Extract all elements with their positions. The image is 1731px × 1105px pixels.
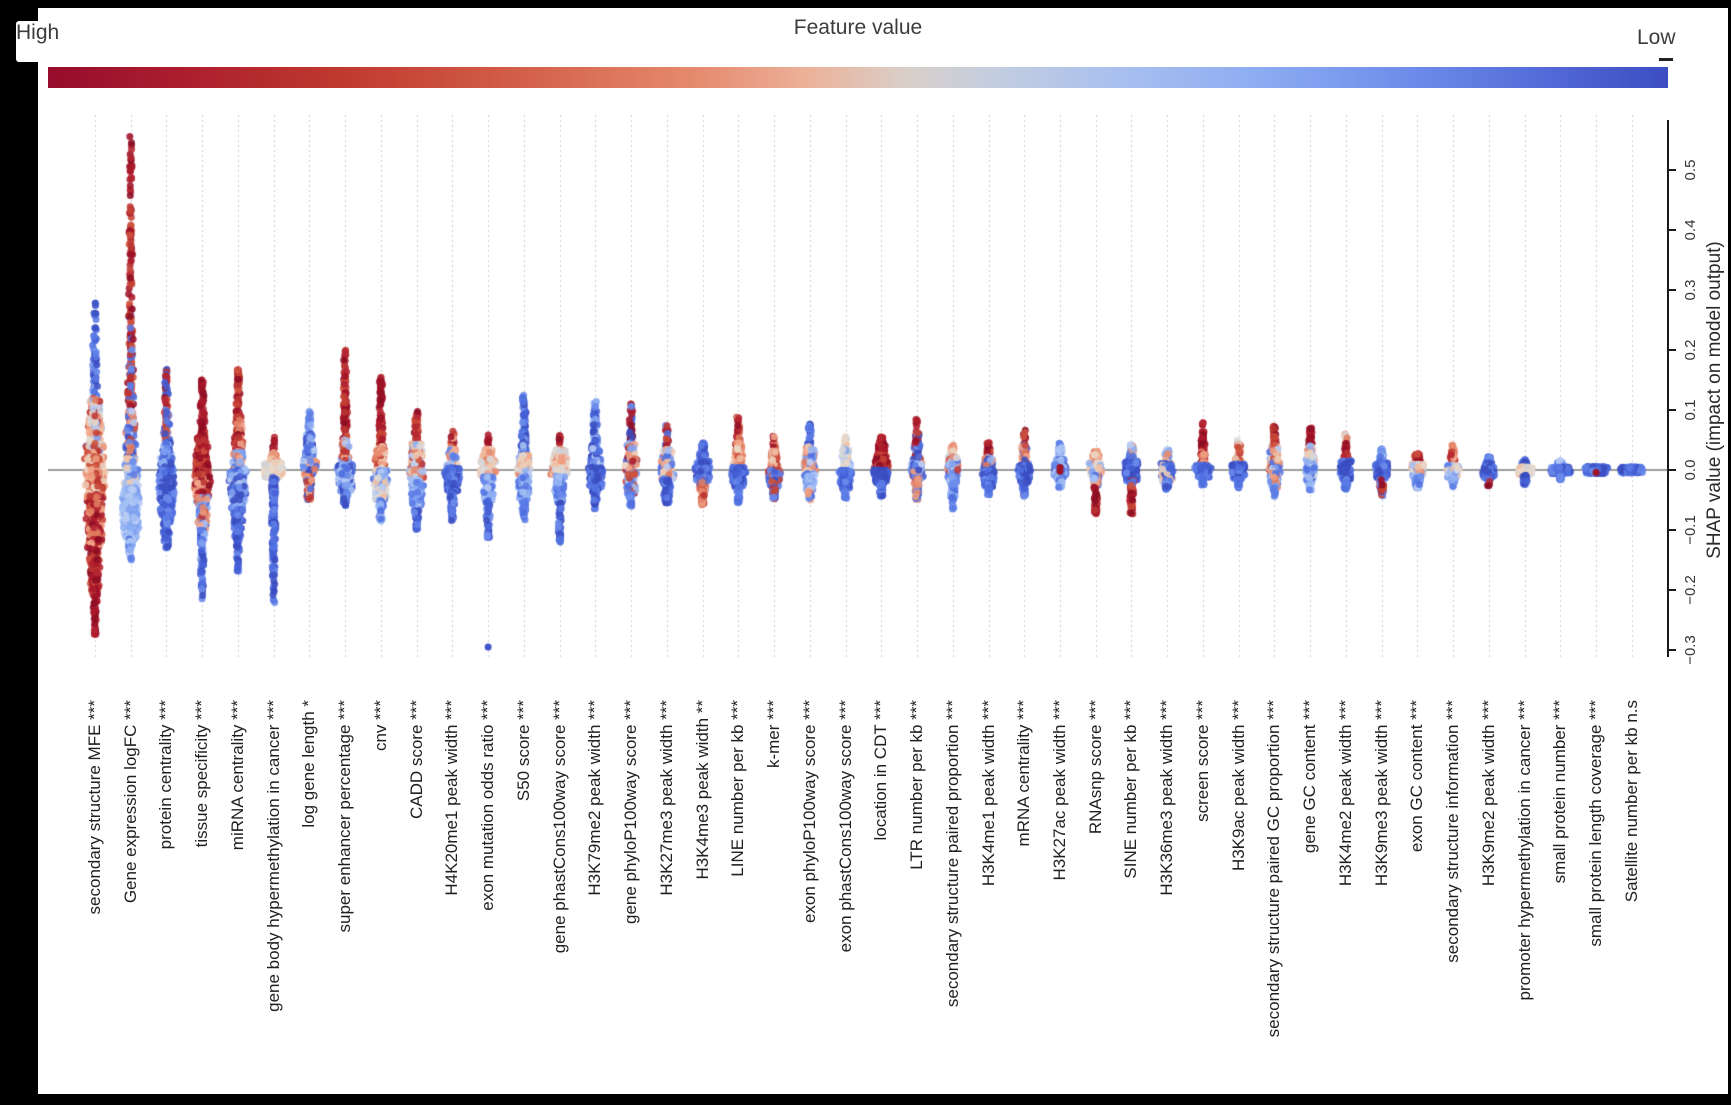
y-axis-tick xyxy=(1668,589,1676,591)
feature-label: protein centrality *** xyxy=(156,700,176,850)
feature-label: exon mutation odds ratio *** xyxy=(478,700,498,911)
feature-label: miRNA centrality *** xyxy=(227,700,247,851)
high-label-box: High xyxy=(16,21,118,62)
y-axis-line xyxy=(1667,120,1669,657)
y-axis-tick-label: 0.1 xyxy=(1682,399,1699,421)
y-axis-title: SHAP value (impact on model output) xyxy=(1704,241,1725,559)
feature-value-colorbar xyxy=(48,67,1668,88)
colorbar-tick xyxy=(1659,58,1673,61)
y-axis-tick xyxy=(1668,169,1676,171)
feature-label: small protein number *** xyxy=(1550,700,1570,884)
feature-label: location in CDT *** xyxy=(871,700,891,841)
feature-label: exon phyloP100way score *** xyxy=(799,700,819,924)
feature-label: cnv *** xyxy=(370,700,390,752)
feature-label: log gene length * xyxy=(299,700,319,828)
feature-label: H3K79me2 peak width *** xyxy=(585,700,605,896)
y-axis-tick-label: 0.4 xyxy=(1682,219,1699,241)
y-axis-tick xyxy=(1668,469,1676,471)
feature-label: Gene expression logFC *** xyxy=(120,700,140,904)
feature-label: H3K9ac peak width *** xyxy=(1228,700,1248,872)
y-axis-tick-label: −0.3 xyxy=(1682,635,1699,665)
y-axis-tick-label: −0.1 xyxy=(1682,515,1699,545)
y-axis-tick-label: −0.2 xyxy=(1682,575,1699,605)
feature-label: small protein length coverage *** xyxy=(1586,700,1606,947)
feature-label: exon GC content *** xyxy=(1407,700,1427,853)
feature-label: S50 score *** xyxy=(513,700,533,802)
colorbar-low-label: Low xyxy=(1637,26,1676,49)
feature-label: gene phyloP100way score *** xyxy=(621,700,641,924)
y-axis-tick-label: 0.2 xyxy=(1682,339,1699,361)
feature-label: RNAsnp score *** xyxy=(1085,700,1105,835)
feature-label: H3K27me3 peak width *** xyxy=(656,700,676,896)
feature-label: secondary structure information *** xyxy=(1443,700,1463,963)
frame-right xyxy=(1728,0,1731,1105)
feature-label: super enhancer percentage *** xyxy=(335,700,355,933)
frame-bottom xyxy=(0,1094,1731,1105)
feature-label: tissue specificity *** xyxy=(192,700,212,848)
feature-label: gene phastCons100way score *** xyxy=(549,700,569,954)
feature-label: Satellite number per kb n.s xyxy=(1621,700,1641,903)
feature-label: exon phastCons100way score *** xyxy=(835,700,855,953)
colorbar-high-label: High xyxy=(16,21,60,44)
feature-label: H3K4me2 peak width *** xyxy=(1335,700,1355,887)
y-axis-tick xyxy=(1668,529,1676,531)
feature-label: H3K9me3 peak width *** xyxy=(1371,700,1391,887)
y-axis-tick xyxy=(1668,289,1676,291)
y-axis-tick xyxy=(1668,409,1676,411)
feature-label: screen score *** xyxy=(1192,700,1212,822)
y-axis-tick-label: 0.5 xyxy=(1682,159,1699,181)
y-axis-tick xyxy=(1668,649,1676,651)
y-axis-tick xyxy=(1668,349,1676,351)
feature-label: H3K4me1 peak width *** xyxy=(978,700,998,887)
feature-label: H3K36me3 peak width *** xyxy=(1157,700,1177,896)
feature-label: H3K9me2 peak width *** xyxy=(1478,700,1498,887)
colorbar-title: Feature value xyxy=(793,16,923,39)
feature-label: secondary structure paired GC proportion… xyxy=(1264,700,1284,1038)
y-axis-tick-label: 0.3 xyxy=(1682,279,1699,301)
feature-label: CADD score *** xyxy=(406,700,426,820)
feature-label: LINE number per kb *** xyxy=(728,700,748,877)
feature-label: mRNA centrality *** xyxy=(1014,700,1034,847)
feature-label: LTR number per kb *** xyxy=(907,700,927,870)
y-axis-tick-label: 0.0 xyxy=(1682,459,1699,481)
feature-label: secondary structure paired proportion **… xyxy=(942,700,962,1008)
y-axis-tick xyxy=(1668,229,1676,231)
feature-label: H3K4me3 peak width ** xyxy=(692,700,712,880)
feature-label: gene GC content *** xyxy=(1300,700,1320,854)
feature-label: gene body hypermethylation in cancer *** xyxy=(263,700,283,1012)
feature-label: promoter hypermethylation in cancer *** xyxy=(1514,700,1534,1001)
feature-label: H4K20me1 peak width *** xyxy=(442,700,462,896)
feature-label: secondary structure MFE *** xyxy=(85,700,104,915)
feature-label: H3K27ac peak width *** xyxy=(1049,700,1069,881)
feature-label: SINE number per kb *** xyxy=(1121,700,1141,879)
feature-label: k-mer *** xyxy=(764,700,784,769)
